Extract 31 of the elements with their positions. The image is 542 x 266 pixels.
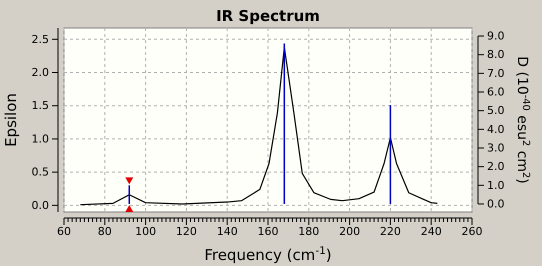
y2-tick-label: 3.0 — [487, 142, 504, 155]
y2-tick-label: 0.0 — [487, 197, 504, 210]
x-tick-label: 140 — [216, 224, 238, 238]
y-tick-label: 0.0 — [32, 198, 49, 212]
x-tick-label: 120 — [176, 224, 197, 238]
y2-tick-label: 5.0 — [487, 104, 504, 118]
y-axis-title: Epsilon — [2, 93, 20, 147]
x-tick-label: 100 — [135, 224, 156, 238]
y2-tick-label: 6.0 — [487, 86, 504, 99]
x-tick-label: 240 — [420, 224, 442, 238]
x-tick-label: 220 — [380, 224, 401, 238]
y-tick-label: 1.0 — [32, 132, 49, 146]
y-tick-label: 2.0 — [32, 66, 49, 80]
x-tick-label: 200 — [339, 224, 360, 238]
y2-tick-label: 8.0 — [487, 48, 504, 62]
y2-tick-label: 4.0 — [487, 122, 504, 136]
y-tick-label: 2.5 — [32, 32, 49, 46]
y2-tick-label: 1.0 — [487, 178, 504, 192]
x-tick-label: 60 — [57, 224, 71, 238]
y-tick-label: 1.5 — [32, 99, 49, 112]
y2-tick-label: 9.0 — [487, 30, 504, 43]
chart-title: IR Spectrum — [216, 7, 320, 25]
x-tick-label: 160 — [258, 224, 278, 238]
line-series — [80, 46, 438, 206]
x-tick-label: 80 — [98, 224, 112, 238]
x-axis-title: Frequency (cm$^{-1}$) — [204, 245, 332, 264]
y2-tick-label: 2.0 — [487, 160, 504, 174]
y2-tick-label: 7.0 — [487, 66, 504, 80]
y-tick-label: 0.5 — [32, 166, 49, 179]
x-tick-label: 180 — [298, 224, 320, 238]
x-tick-label: 260 — [462, 224, 482, 238]
